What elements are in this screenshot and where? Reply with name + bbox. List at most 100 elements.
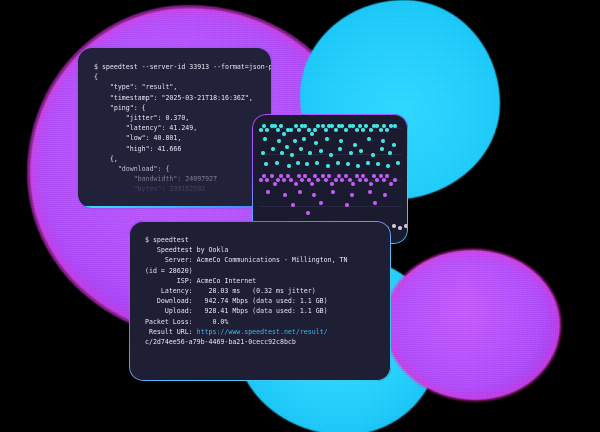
chart-dot-upload — [385, 174, 390, 179]
terminal-json-line-4: "ping": { — [94, 103, 146, 112]
terminal-json-line-8: "high": 41.666 — [94, 144, 182, 153]
chart-dot-download — [392, 123, 397, 128]
terminal-json-line-3: "timestamp": "2025-03-21T18:16:36Z", — [94, 93, 253, 102]
chart-dot-download — [329, 152, 333, 157]
chart-dot-download — [379, 127, 384, 132]
chart-dot-download — [298, 147, 303, 151]
chart-dot-download — [366, 137, 371, 142]
chart-dot-download — [359, 148, 364, 153]
chart-dot-upload — [331, 189, 336, 194]
chart-dot-upload — [275, 177, 280, 182]
chart-dot-download — [296, 127, 301, 132]
chart-dot-download — [290, 152, 295, 157]
chart-dot-download — [318, 148, 323, 153]
chart-dot-download — [301, 137, 306, 142]
chart-dot-download — [356, 164, 361, 169]
chart-dot-download — [339, 139, 344, 144]
background-blob-purple-bottom-right — [385, 250, 560, 400]
chart-dot-upload — [374, 177, 379, 182]
chart-dot-download — [265, 127, 270, 132]
terminal-result-download: Download: 942.74 Mbps (data used: 1.1 GB… — [145, 297, 328, 306]
chart-dot-download — [350, 123, 355, 128]
chart-dot-upload — [343, 174, 348, 179]
terminal-json-line-1: { — [94, 73, 98, 82]
chart-dot-download — [370, 152, 375, 157]
terminal-result-server-id: (id = 28620) — [145, 266, 193, 275]
chart-dot-upload — [306, 210, 311, 215]
chart-dot-upload — [368, 181, 373, 186]
chart-dot-download — [325, 164, 330, 169]
chart-dot-upload — [312, 193, 317, 198]
terminal-result-isp: ISP: AcmeCo Internet — [145, 276, 257, 285]
panel-json-bottom-glow — [78, 206, 271, 208]
chart-dot-download — [307, 127, 312, 132]
chart-dot-download — [278, 123, 283, 128]
terminal-panel-result: $ speedtest Speedtest by Ookla Server: A… — [129, 221, 391, 381]
chart-dot-download — [380, 147, 385, 151]
chart-dot-download — [374, 123, 379, 128]
terminal-json-line-9: {, — [94, 154, 118, 163]
chart-dot-download — [287, 164, 292, 169]
chart-dot-download — [289, 127, 294, 132]
chart-dot-download — [323, 127, 328, 132]
chart-dot-upload — [318, 201, 323, 206]
chart-dot-download — [338, 147, 343, 151]
chart-dot-download — [310, 131, 315, 136]
chart-dot-download — [293, 123, 298, 128]
result-url-link-part-1[interactable]: https://www.speedtest.net/result/ — [196, 327, 328, 336]
terminal-result-latency: Latency: 28.03 ms (0.32 ms jitter) — [145, 287, 316, 296]
chart-dot-download — [368, 127, 373, 132]
chart-dot-upload — [283, 193, 288, 198]
result-url-link-part-2[interactable]: c/2d74ee56-a79b-4469-ba21-0cecc92c8bcb — [145, 338, 296, 347]
terminal-result-body: $ speedtest Speedtest by Ookla Server: A… — [129, 221, 391, 381]
chart-dot-upload — [372, 201, 377, 206]
chart-dot-upload — [344, 203, 349, 208]
terminal-json-body: $ speedtest --server-id 33913 --format=j… — [78, 48, 271, 208]
chart-dot-upload — [367, 189, 372, 194]
chart-dot-upload — [297, 189, 302, 194]
chart-dot-download — [345, 162, 350, 167]
chart-dot-upload — [358, 177, 363, 182]
chart-dot-download — [305, 162, 309, 167]
chart-dot-upload — [310, 181, 315, 186]
chart-dot-download — [264, 162, 269, 167]
chart-dot-download — [275, 127, 280, 132]
chart-dot-packet-loss — [391, 224, 396, 229]
chart-dot-download — [292, 139, 297, 144]
chart-dot-upload — [272, 181, 277, 186]
chart-dot-upload — [334, 177, 339, 182]
chart-dot-upload — [302, 174, 307, 179]
chart-dot-upload — [340, 177, 345, 182]
terminal-panel-json: $ speedtest --server-id 33913 --format=j… — [78, 48, 271, 208]
chart-dot-download — [385, 127, 390, 132]
terminal-result-packet-loss: Packet Loss: 0.0% — [145, 317, 229, 326]
chart-dot-download — [381, 139, 386, 144]
chart-dot-upload — [350, 181, 355, 186]
chart-dot-upload — [266, 189, 271, 194]
chart-dot-download — [320, 123, 325, 128]
chart-dot-upload — [383, 193, 388, 198]
chart-dot-upload — [330, 181, 335, 186]
chart-dot-download — [276, 139, 281, 144]
chart-dot-upload — [323, 177, 328, 182]
chart-dot-upload — [259, 177, 264, 182]
chart-dot-download — [365, 160, 370, 165]
chart-dot-upload — [382, 177, 387, 182]
chart-dot-upload — [364, 177, 369, 182]
terminal-json-command: $ speedtest --server-id 33913 --format=j… — [94, 63, 271, 71]
chart-dot-download — [336, 160, 341, 165]
terminal-result-url-row: Result URL: https://www.speedtest.net/re… — [145, 327, 375, 337]
chart-dot-download — [348, 150, 353, 155]
chart-dot-download — [274, 160, 279, 165]
chart-dot-download — [313, 127, 318, 132]
chart-dot-download — [375, 162, 380, 167]
chart-dot-download — [361, 127, 366, 132]
chart-dot-download — [285, 145, 290, 150]
chart-dot-download — [391, 143, 396, 148]
terminal-json-line-10: "download": { — [94, 165, 170, 174]
terminal-result-upload: Upload: 928.41 Mbps (data used: 1.1 GB) — [145, 307, 328, 316]
chart-dot-download — [315, 160, 320, 165]
terminal-result-server: Server: AcmeCo Communications - Millingt… — [145, 256, 348, 265]
chart-dot-upload — [389, 181, 394, 186]
chart-dot-upload — [349, 193, 354, 198]
